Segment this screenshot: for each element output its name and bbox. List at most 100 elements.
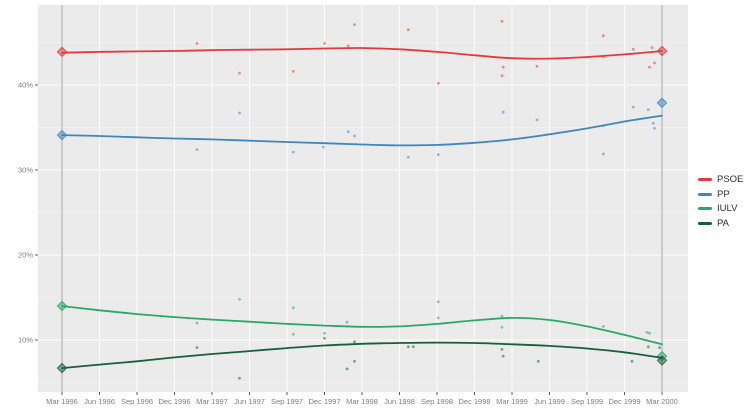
x-tick-label: Jun 1996	[84, 397, 115, 406]
election-marker-iulv	[56, 300, 68, 312]
poll-point-iulv	[195, 321, 199, 325]
poll-point-psoe	[353, 23, 356, 26]
legend-label-pp: PP	[717, 188, 730, 200]
x-tick-label: Jun 1999	[534, 397, 565, 406]
poll-point-iulv	[500, 314, 504, 318]
plot-panel	[38, 5, 688, 392]
x-tick-label: Mar 1999	[496, 397, 528, 406]
poll-point-iulv	[436, 300, 440, 304]
poll-point-pp	[353, 134, 356, 138]
poll-point-iulv	[601, 325, 605, 328]
x-tick-label: Dec 1998	[458, 397, 490, 406]
poll-point-psoe	[291, 70, 295, 73]
poll-point-pa	[658, 346, 661, 349]
poll-point-psoe	[501, 65, 505, 69]
x-tick-label: Sep 1999	[571, 397, 603, 406]
x-tick-label: Dec 1997	[308, 397, 340, 406]
poll-point-psoe	[601, 34, 605, 38]
election-marker-psoe	[56, 46, 68, 58]
legend-item-pa: PA	[698, 217, 743, 229]
poll-point-pp	[291, 150, 295, 154]
poll-point-psoe	[323, 42, 326, 45]
poll-point-iulv	[238, 297, 241, 301]
trend-line-iulv	[61, 305, 663, 346]
legend-swatch-psoe	[698, 178, 712, 182]
poll-point-pp	[195, 148, 199, 152]
poll-point-psoe	[631, 47, 635, 51]
x-tick-label: Dec 1996	[158, 397, 190, 406]
y-tick-label: 10%	[18, 336, 33, 345]
poll-point-pa	[353, 340, 356, 344]
poll-point-pa	[501, 354, 505, 358]
poll-point-pa	[500, 348, 504, 351]
election-marker-pp	[56, 129, 68, 141]
poll-point-pa	[238, 376, 241, 380]
poll-point-psoe	[195, 42, 199, 45]
poll-point-pp	[238, 111, 241, 115]
y-tick-label: 40%	[18, 81, 33, 90]
election-marker-psoe	[656, 45, 668, 57]
poll-point-pa	[646, 345, 650, 349]
x-tick-label: Mar 1998	[346, 397, 378, 406]
legend-label-iulv: IULV	[717, 203, 738, 214]
poll-point-pp	[535, 118, 539, 122]
x-tick-label: Jun 1997	[234, 397, 265, 406]
poll-point-pa	[345, 367, 349, 371]
poll-point-psoe	[648, 65, 651, 69]
poll-point-psoe	[650, 46, 654, 49]
poll-point-pa	[406, 345, 410, 349]
election-marker-pa	[56, 362, 68, 374]
legend-swatch-pp	[698, 192, 712, 196]
x-tick-label: Mar 1996	[46, 397, 78, 406]
poll-point-iulv	[436, 316, 440, 320]
poll-point-iulv	[323, 331, 326, 335]
poll-point-pp	[653, 126, 656, 130]
poll-point-pp	[631, 105, 635, 109]
x-tick-label: Sep 1996	[121, 397, 153, 406]
poll-point-iulv	[500, 325, 504, 329]
legend-item-iulv: IULV	[698, 204, 743, 214]
poll-point-pp	[346, 130, 350, 134]
election-marker-pp	[656, 97, 668, 109]
poll-point-psoe	[500, 74, 504, 77]
x-tick-label: Sep 1997	[271, 397, 303, 406]
poll-point-pa	[323, 336, 326, 340]
poll-point-pp	[646, 108, 650, 111]
poll-point-iulv	[291, 306, 295, 310]
poll-point-pa	[195, 346, 199, 349]
poll-point-iulv	[345, 320, 349, 324]
poll-point-psoe	[535, 64, 539, 68]
poll-point-pp	[436, 153, 440, 157]
x-tick-label: Dec 1999	[608, 397, 640, 406]
poll-point-psoe	[653, 61, 656, 65]
poll-point-pp	[321, 145, 325, 149]
poll-point-pp	[501, 110, 505, 114]
legend-label-pa: PA	[717, 217, 729, 229]
election-marker-pa	[656, 355, 668, 366]
poll-point-psoe	[406, 28, 410, 32]
x-tick-label: Jun 1998	[384, 397, 415, 406]
legend-item-pp: PP	[698, 188, 743, 200]
x-tick-label: Sep 1998	[421, 397, 453, 406]
x-tick-label: Mar 2000	[646, 397, 678, 406]
trend-line-pp	[61, 114, 663, 147]
y-tick-label: 30%	[18, 166, 33, 175]
poll-point-iulv	[648, 331, 651, 335]
legend-swatch-pa	[698, 221, 712, 225]
trend-line-pa	[61, 341, 663, 369]
y-tick-label: 20%	[18, 251, 33, 260]
poll-point-psoe	[500, 19, 504, 23]
legend-swatch-iulv	[698, 207, 712, 211]
legend-item-psoe: PSOE	[698, 175, 743, 185]
x-tick-label: Mar 1997	[196, 397, 228, 406]
poll-point-iulv	[291, 332, 295, 336]
poll-point-pp	[651, 121, 655, 125]
poll-point-pp	[601, 152, 605, 156]
poll-point-psoe	[346, 44, 350, 48]
legend-label-psoe: PSOE	[717, 174, 744, 185]
legend: PSOE PP IULV PA	[698, 175, 743, 228]
poll-point-psoe	[238, 71, 241, 75]
poll-point-pa	[630, 359, 634, 363]
